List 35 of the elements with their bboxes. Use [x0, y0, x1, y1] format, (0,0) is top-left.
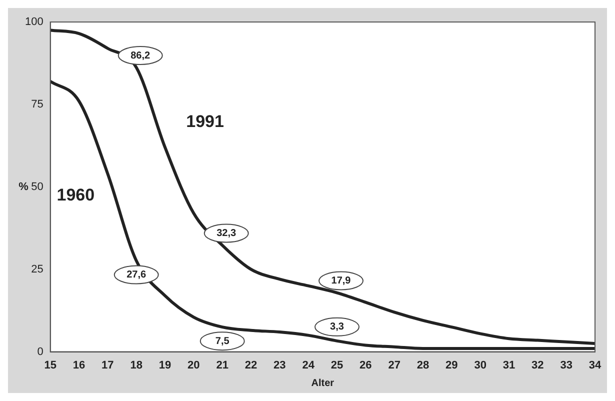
series-label: 1991 — [186, 112, 224, 132]
x-tick-label: 22 — [244, 359, 258, 372]
x-tick-label: 26 — [360, 359, 372, 372]
x-tick-label: 15 — [44, 359, 56, 372]
x-tick-label: 34 — [588, 359, 602, 372]
y-tick-label: 50 — [31, 180, 44, 193]
data-label: 17,9 — [331, 276, 352, 287]
y-tick-label: 75 — [31, 98, 44, 110]
y-tick-label: 0 — [37, 346, 44, 358]
data-label: 7,5 — [215, 336, 230, 347]
data-label: 32,3 — [216, 228, 237, 240]
x-tick-label: 27 — [388, 359, 400, 372]
data-label: 27,6 — [126, 270, 147, 281]
x-tick-label: 25 — [330, 359, 344, 372]
y-tick-label: 100 — [24, 16, 44, 28]
data-label: 3,3 — [330, 322, 344, 333]
x-tick-label: 29 — [446, 359, 458, 372]
x-tick-label: 33 — [560, 359, 572, 372]
x-tick-label: 17 — [102, 359, 114, 372]
x-tick-label: 16 — [72, 359, 86, 372]
x-axis-title: Alter — [311, 378, 334, 389]
x-tick-label: 20 — [188, 359, 200, 372]
x-tick-label: 21 — [216, 359, 228, 372]
x-tick-label: 31 — [502, 359, 516, 372]
x-tick-label: 24 — [302, 359, 316, 372]
x-tick-label: 18 — [130, 359, 142, 372]
y-tick-label: 25 — [31, 263, 44, 276]
data-label: 86,2 — [130, 50, 151, 62]
x-tick-label: 23 — [274, 359, 286, 372]
x-tick-label: 28 — [416, 359, 430, 372]
series-label: 1960 — [56, 185, 95, 204]
y-axis-title: % — [18, 180, 29, 193]
x-tick-label: 19 — [158, 359, 172, 372]
x-tick-label: 32 — [532, 359, 544, 372]
x-tick-label: 30 — [474, 359, 486, 372]
